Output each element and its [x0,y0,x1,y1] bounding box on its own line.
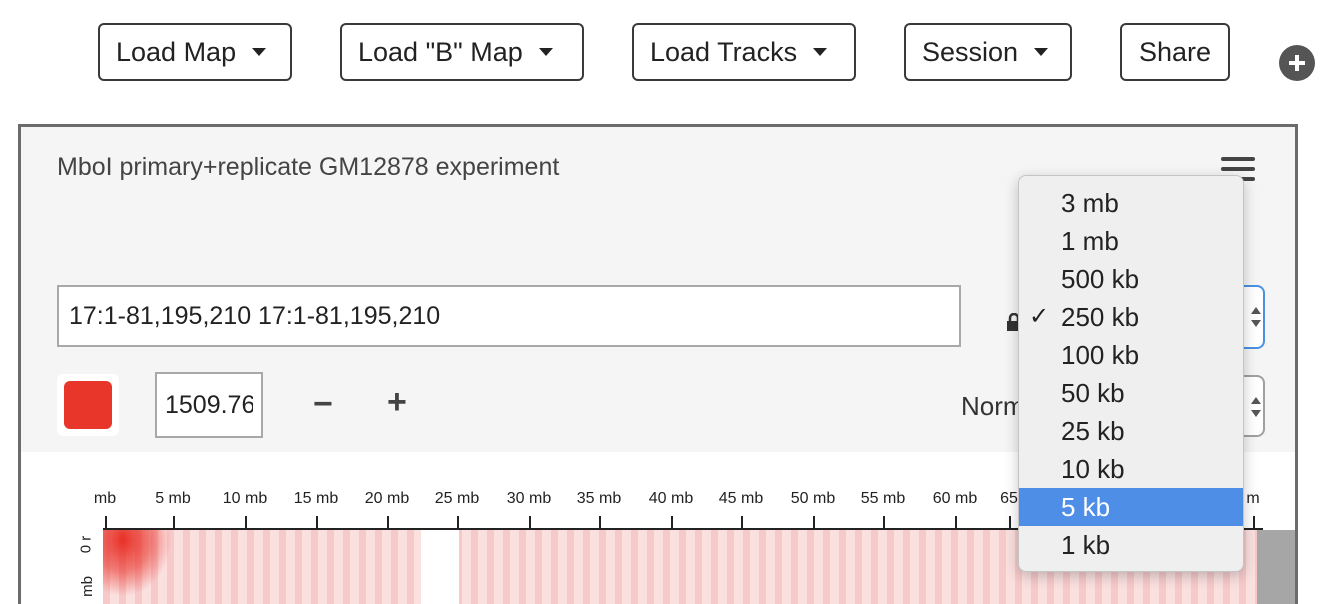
ruler-tick-label: 35 mb [576,490,622,507]
load-tracks-label: Load Tracks [650,36,798,67]
checkmark-icon: ✓ [1029,303,1050,330]
load-tracks-button[interactable]: Load Tracks [632,23,856,81]
resolution-option[interactable]: 3 mb [1019,184,1243,222]
locus-input[interactable] [57,285,961,347]
share-button[interactable]: Share [1120,23,1230,81]
option-label: 5 kb [1061,492,1111,522]
resolution-option-highlighted[interactable]: 5 kb [1019,488,1243,526]
contact-map-area: mb 5 mb 10 mb 15 mb 20 mb 25 mb 30 mb 35… [21,452,1295,604]
option-label: 50 kb [1061,378,1125,408]
option-label: 1 kb [1061,530,1111,560]
y-axis-ruler: 0 r mb [77,530,97,604]
caret-down-icon [252,48,267,56]
increase-threshold-button[interactable]: + [387,383,407,421]
caret-down-icon [813,48,828,56]
color-threshold-input[interactable] [155,372,263,438]
option-label: 25 kb [1061,416,1125,446]
ruler-tick-label: 10 mb [222,490,268,507]
load-b-map-button[interactable]: Load "B" Map [340,23,584,81]
share-label: Share [1138,36,1212,67]
resolution-option[interactable]: 1 kb [1019,526,1243,564]
option-label: 1 mb [1061,226,1119,256]
x-axis-ruler: mb 5 mb 10 mb 15 mb 20 mb 25 mb 30 mb 35… [94,490,1263,532]
ruler-tick-label: 65 [1000,490,1018,507]
caret-down-icon [538,48,553,56]
option-label: 100 kb [1061,340,1140,370]
add-browser-icon[interactable] [1279,45,1315,81]
chevron-up-icon [1251,307,1261,314]
ruler-tick-label: 40 mb [648,490,694,507]
ruler-tick-label: mb [93,490,117,507]
ruler-tick-label: m [1246,490,1260,507]
resolution-option-checked[interactable]: ✓ 250 kb [1019,298,1243,336]
ruler-baseline [103,528,1263,530]
resolution-option[interactable]: 25 kb [1019,412,1243,450]
ruler-tick-label: 45 mb [718,490,764,507]
session-button[interactable]: Session [904,23,1072,81]
y-axis-label: 0 r [77,535,95,554]
ruler-tick-label: 60 mb [932,490,978,507]
resolution-option[interactable]: 500 kb [1019,260,1243,298]
ruler-tick-label: 50 mb [790,490,836,507]
browser-panel: MboI primary+replicate GM12878 experimen… [18,124,1298,604]
ruler-tick-label: 20 mb [364,490,410,507]
option-label: 500 kb [1061,264,1140,294]
resolution-dropdown-menu: 3 mb 1 mb 500 kb ✓ 250 kb 100 kb 50 kb 2… [1018,175,1244,572]
color-swatch-square [64,381,112,429]
caret-down-icon [1034,48,1049,56]
load-b-map-label: Load "B" Map [358,36,523,67]
ruler-tick-label: 55 mb [860,490,906,507]
resolution-option[interactable]: 10 kb [1019,450,1243,488]
resolution-option[interactable]: 50 kb [1019,374,1243,412]
lock-icon[interactable] [1005,312,1023,336]
option-label: 10 kb [1061,454,1125,484]
ruler-tick-label: 15 mb [293,490,339,507]
session-label: Session [922,36,1019,67]
chevron-down-icon [1251,320,1261,327]
ruler-tick-label: 5 mb [155,490,191,507]
heatmap-gap [421,530,459,604]
normalization-label: Norm [961,391,1025,421]
dataset-title: MboI primary+replicate GM12878 experimen… [57,153,560,181]
option-label: 250 kb [1061,302,1140,332]
chevron-up-icon [1251,397,1261,404]
chevron-down-icon [1251,410,1261,417]
ruler-tick-label: 30 mb [506,490,552,507]
ruler-tick-label: 25 mb [434,490,480,507]
decrease-threshold-button[interactable]: − [313,385,333,423]
resolution-option[interactable]: 100 kb [1019,336,1243,374]
resolution-select[interactable] [1241,285,1265,349]
vertical-scrollbar[interactable] [1257,530,1295,604]
load-map-button[interactable]: Load Map [98,23,292,81]
load-map-label: Load Map [116,36,237,67]
normalization-select[interactable] [1241,375,1265,437]
option-label: 3 mb [1061,188,1119,218]
color-picker-button[interactable] [57,374,119,436]
resolution-option[interactable]: 1 mb [1019,222,1243,260]
